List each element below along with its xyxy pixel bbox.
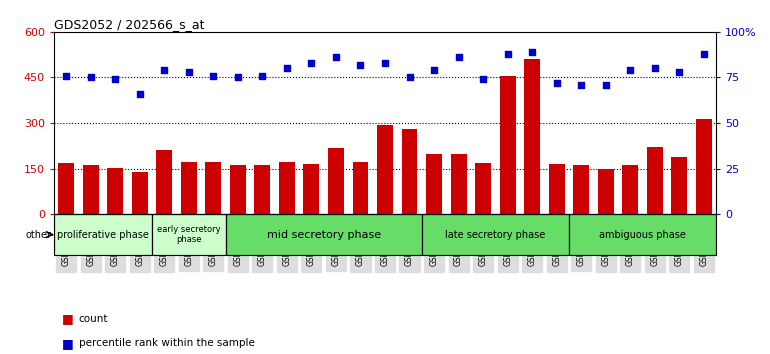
Point (182, 69, 195, 75)
Point (453, 55, 465, 60)
Text: other: other (25, 230, 52, 240)
Bar (475, 163, 491, 214)
Point (698, 51, 710, 57)
Bar (206, 162, 221, 214)
Point (526, 49, 538, 55)
Bar (549, 164, 564, 214)
Text: ■: ■ (62, 312, 73, 325)
Bar (426, 154, 442, 214)
Text: late secretory phase: late secretory phase (445, 230, 545, 240)
Point (60, 73, 72, 79)
Text: early secretory
phase: early secretory phase (157, 225, 221, 244)
Point (85, 75, 97, 80)
Bar (82, 165, 99, 214)
Bar (402, 129, 417, 214)
Text: mid secretory phase: mid secretory phase (266, 230, 380, 240)
Point (551, 80, 563, 86)
Text: count: count (79, 314, 108, 324)
Point (158, 67, 170, 73)
Bar (226, 214, 422, 255)
Bar (622, 165, 638, 214)
Bar (647, 147, 663, 214)
Bar (422, 214, 569, 255)
Point (477, 76, 489, 82)
Point (648, 65, 661, 71)
Bar (573, 165, 589, 214)
Point (305, 60, 317, 66)
Bar (569, 214, 716, 255)
Point (379, 60, 391, 66)
Bar (132, 172, 148, 214)
Bar (254, 165, 270, 214)
Point (501, 51, 514, 57)
Point (330, 55, 342, 60)
Bar (54, 214, 152, 255)
Point (281, 65, 293, 71)
Text: GDS2052 / 202566_s_at: GDS2052 / 202566_s_at (54, 18, 204, 31)
Point (575, 82, 588, 87)
Point (624, 67, 637, 73)
Bar (598, 169, 614, 214)
Point (428, 67, 440, 73)
Bar (230, 165, 246, 214)
Bar (671, 157, 688, 214)
Text: percentile rank within the sample: percentile rank within the sample (79, 338, 254, 348)
Point (403, 75, 416, 80)
Bar (156, 150, 172, 214)
Bar (152, 214, 226, 255)
Bar (524, 59, 540, 214)
Point (354, 62, 367, 68)
Point (207, 73, 219, 79)
Point (232, 75, 244, 80)
Bar (303, 164, 320, 214)
Point (673, 69, 685, 75)
Bar (500, 76, 516, 214)
Bar (181, 162, 197, 214)
Text: ambiguous phase: ambiguous phase (599, 230, 686, 240)
Text: ■: ■ (62, 337, 73, 350)
Bar (328, 148, 344, 214)
Bar (353, 162, 369, 214)
Bar (107, 168, 123, 214)
Bar (450, 154, 467, 214)
Point (600, 82, 612, 87)
Bar (279, 162, 295, 214)
Point (256, 73, 269, 79)
Bar (696, 119, 711, 214)
Point (109, 76, 122, 82)
Point (133, 91, 146, 97)
Bar (377, 125, 393, 214)
Text: proliferative phase: proliferative phase (57, 230, 149, 240)
Bar (59, 163, 74, 214)
